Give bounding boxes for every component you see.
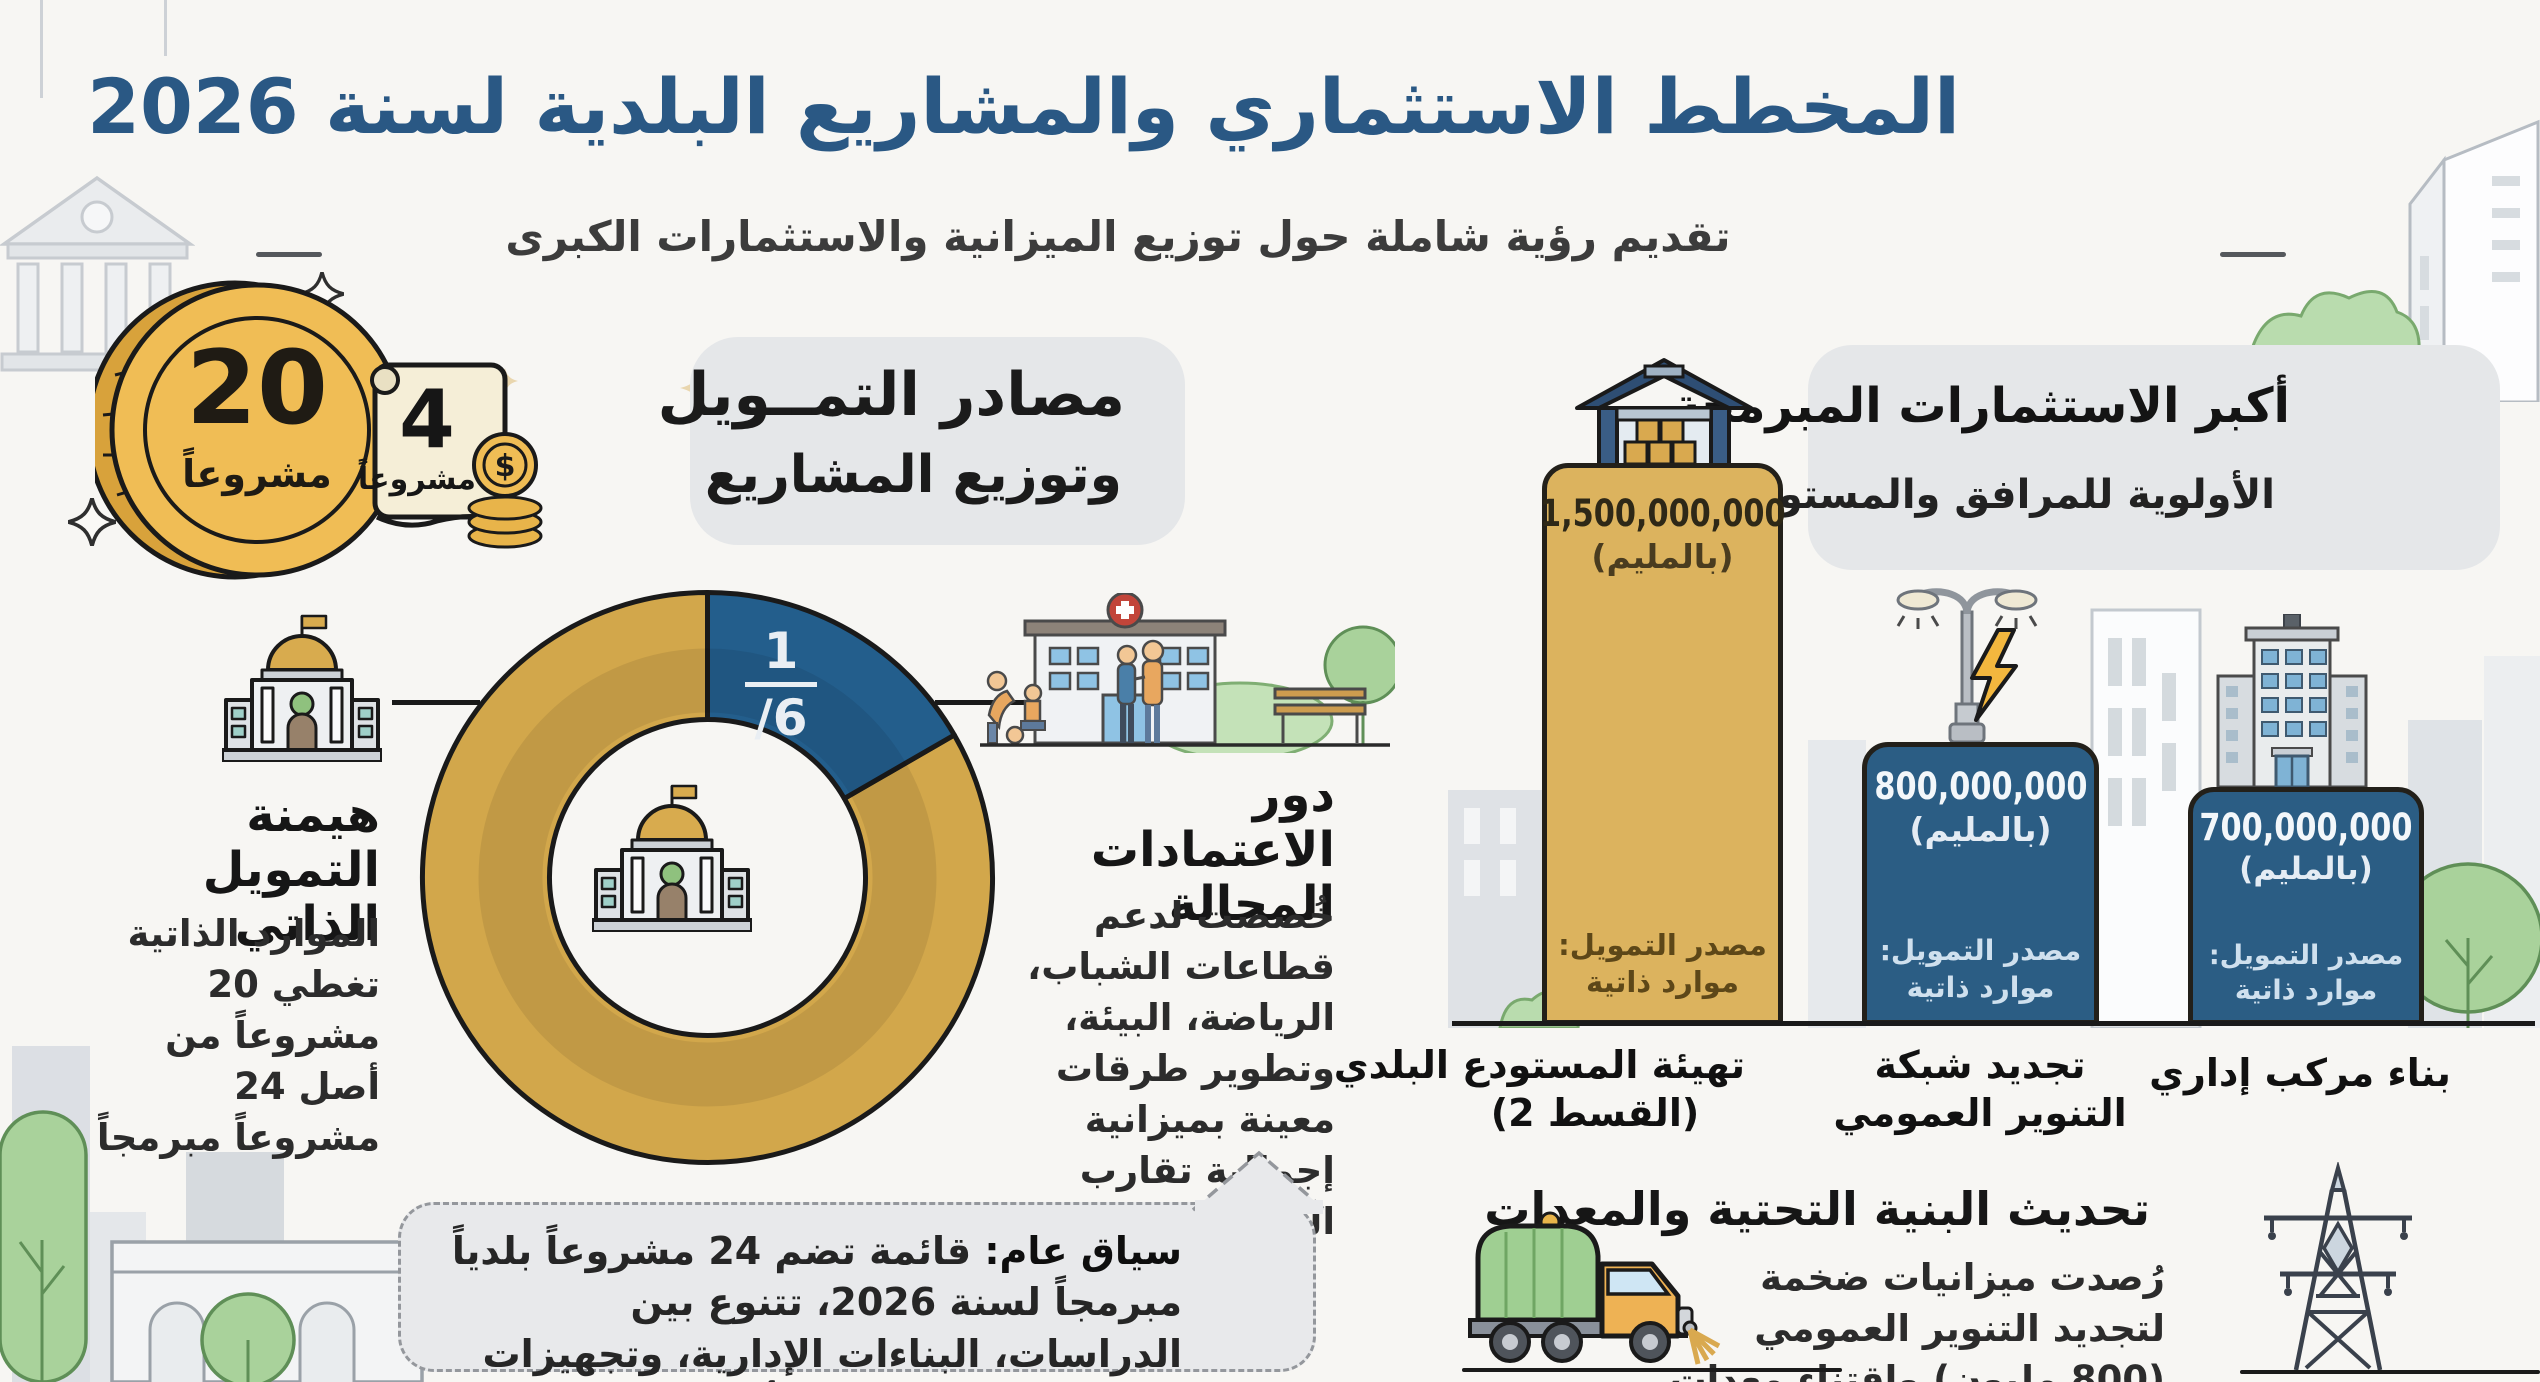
bar-chart-axis bbox=[1452, 1021, 2535, 1026]
bar-admin-complex: 700,000,000 (بالمليم) مصدر التمويل: موار… bbox=[2188, 787, 2424, 1025]
context-lead: سياق عام: bbox=[984, 1229, 1182, 1273]
context-body: قائمة تضم 24 مشروعاً بلدياً مبرمجاً لسنة… bbox=[451, 1229, 1182, 1376]
bar-category-label: تهيئة المستودع البلدي (القسط 2) bbox=[1333, 1042, 1745, 1137]
lightning-icon bbox=[1970, 628, 2018, 722]
funding-donut-chart bbox=[419, 590, 995, 1165]
scroll-badge-icon: $ bbox=[370, 362, 543, 549]
bar-label-line1: بناء مركب إداري bbox=[2149, 1051, 2451, 1095]
funding-source-label: مصدر التمويل: bbox=[1879, 934, 2082, 968]
community-scene-icon bbox=[980, 593, 1395, 753]
investments-heading: أكبر الاستثمارات المبرمجة bbox=[1672, 378, 2290, 434]
municipal-building-icon bbox=[592, 784, 752, 932]
streamer-line bbox=[40, 0, 43, 98]
scroll-project-count: 4 bbox=[399, 373, 455, 466]
fraction-denominator: /6 bbox=[754, 689, 808, 747]
bar-label-line1: تجديد شبكة bbox=[1874, 1043, 2086, 1087]
funding-source-label: مصدر التمويل: bbox=[2208, 939, 2404, 971]
investments-subheading: الأولوية للمرافق والمستودعات bbox=[1674, 472, 2275, 518]
bar-value: 700,000,000 bbox=[2199, 806, 2413, 849]
municipal-building-icon bbox=[222, 614, 382, 762]
donut-left-connector bbox=[392, 700, 480, 705]
funding-heading-line2: وتوزيع المشاريع bbox=[704, 445, 1122, 505]
bar-label-line2: (القسط 2) bbox=[1490, 1090, 1700, 1135]
bar-category-label: تجديد شبكة التنوير العمومي bbox=[1830, 1042, 2130, 1137]
office-building-icon bbox=[2216, 614, 2368, 789]
bar-warehouse: 1,500,000,000 (بالمليم) مصدر التمويل: مو… bbox=[1539, 463, 1786, 1025]
funding-section-heading-pill bbox=[690, 337, 1185, 545]
power-pylon-icon bbox=[2264, 1162, 2412, 1371]
bush-icon bbox=[2248, 290, 2421, 354]
investments-heading-pill bbox=[1808, 345, 2500, 570]
funding-source-value: موارد ذاتية bbox=[1906, 970, 2055, 1004]
bar-label-line1: تهيئة المستودع البلدي bbox=[1333, 1043, 1745, 1087]
donut-fraction-label: 1 /6 bbox=[738, 626, 824, 743]
subtitle-left-dash bbox=[256, 252, 322, 257]
bar-streetlighting: 800,000,000 (بالمليم) مصدر التمويل: موار… bbox=[1862, 742, 2099, 1025]
subtitle-right-dash bbox=[2220, 252, 2286, 257]
coin-badge-icon bbox=[95, 280, 405, 580]
funding-source-value: موارد ذاتية bbox=[1586, 965, 1739, 1000]
fraction-bar bbox=[745, 682, 817, 687]
page-subtitle: تقديم رؤية شاملة حول توزيع الميزانية وال… bbox=[505, 212, 1731, 261]
pylon-ground-line bbox=[2240, 1370, 2540, 1374]
bar-label-line2: التنوير العمومي bbox=[1833, 1090, 2127, 1135]
fraction-numerator: 1 bbox=[763, 622, 799, 680]
infrastructure-heading: تحديث البنية التحتية والمعدات bbox=[1484, 1182, 2150, 1236]
funding-source-label: مصدر التمويل: bbox=[1558, 927, 1767, 962]
bar-value: 1,500,000,000 bbox=[1539, 492, 1786, 535]
streetlight-icon bbox=[1896, 588, 2038, 744]
context-box-pointer bbox=[1191, 1150, 1327, 1214]
self-funding-heading: هيمنة التمويل الذاتي bbox=[202, 787, 380, 953]
infrastructure-body: رُصدت ميزانيات ضخمة لتجديد التنوير العمو… bbox=[1669, 1256, 2165, 1382]
bar-funding-source: مصدر التمويل: موارد ذاتية bbox=[1880, 933, 2082, 1006]
bar-unit: (بالمليم) bbox=[2239, 851, 2373, 887]
donut-right-connector bbox=[935, 700, 1035, 705]
bar-category-label: بناء مركب إداري bbox=[2125, 1050, 2475, 1098]
scroll-project-label: مشروعاً bbox=[357, 462, 476, 497]
context-box bbox=[398, 1202, 1316, 1372]
truck-ground-line bbox=[1462, 1368, 1842, 1372]
bar-funding-source: مصدر التمويل: موارد ذاتية bbox=[2209, 938, 2403, 1008]
bar-unit: (بالمليم) bbox=[1591, 537, 1734, 576]
bar-value: 800,000,000 bbox=[1873, 765, 2088, 808]
classical-bank-icon bbox=[0, 175, 195, 372]
funding-heading-line1: مصادر التمــويل bbox=[657, 360, 1125, 430]
warehouse-icon bbox=[1575, 358, 1753, 466]
context-box-text: سياق عام: قائمة تضم 24 مشروعاً بلدياً مب… bbox=[440, 1226, 1182, 1382]
coin-project-count: 20 bbox=[186, 329, 328, 448]
bar-funding-source: مصدر التمويل: موارد ذاتية bbox=[1558, 927, 1767, 1002]
city-skyline-icon bbox=[0, 1046, 424, 1382]
garbage-truck-icon bbox=[1468, 1211, 1721, 1365]
bar-unit: (بالمليم) bbox=[1909, 810, 2052, 849]
funding-source-value: موارد ذاتية bbox=[2234, 974, 2378, 1006]
coin-project-label: مشروعاً bbox=[182, 452, 332, 496]
transferred-credits-heading: دور الاعتمادات المحالة bbox=[1090, 767, 1335, 933]
self-funding-body: الموارد الذاتية تغطي 20 مشروعاً من أصل 2… bbox=[96, 912, 380, 1160]
svg-text:$: $ bbox=[495, 449, 516, 484]
page-title: المخطط الاستثماري والمشاريع البلدية لسنة… bbox=[87, 62, 1961, 151]
streamer-line bbox=[164, 0, 167, 56]
